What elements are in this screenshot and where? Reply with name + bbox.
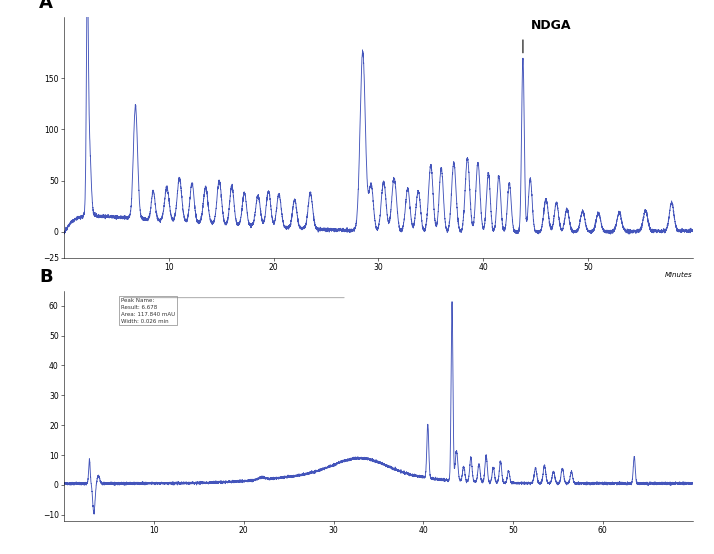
Text: A: A [39,0,53,12]
Text: Minutes: Minutes [665,272,693,278]
Text: NDGA: NDGA [531,19,571,32]
Text: Peak Name:
Result: 6.678
Area: 117.840 mAU
Width: 0.026 min: Peak Name: Result: 6.678 Area: 117.840 m… [121,297,175,324]
Text: B: B [39,268,53,286]
